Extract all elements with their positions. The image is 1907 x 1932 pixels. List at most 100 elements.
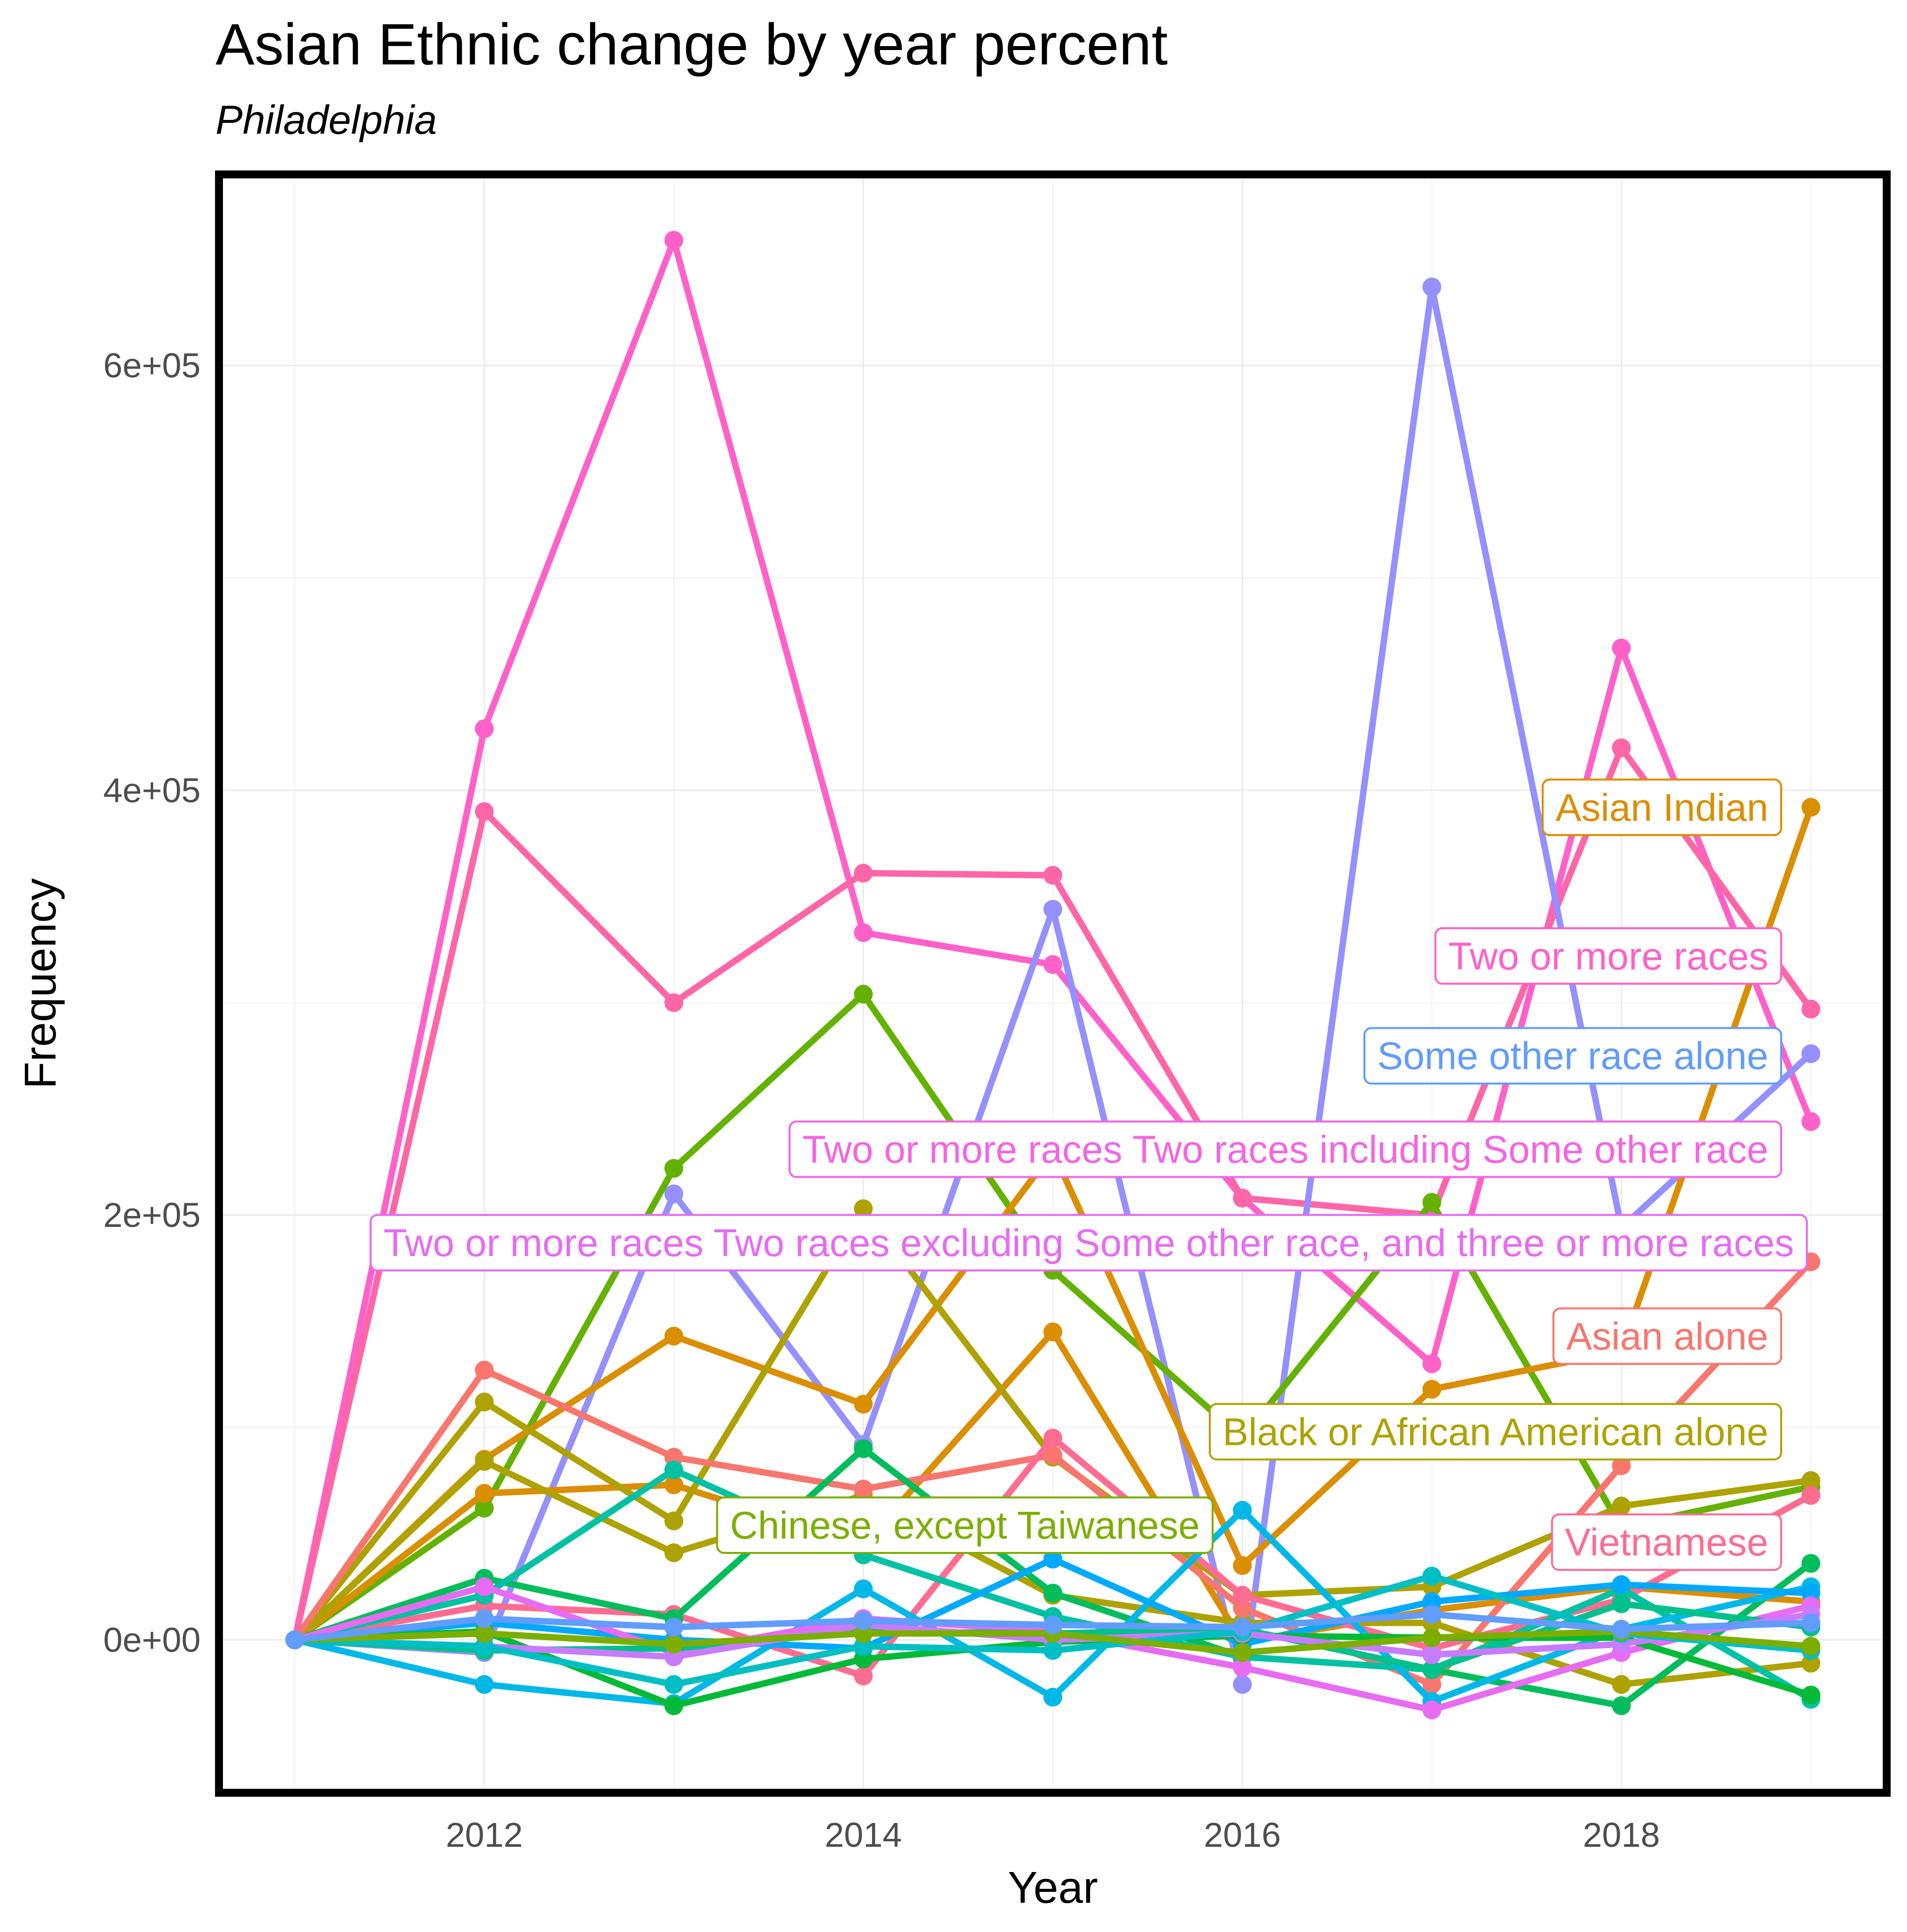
- data-point: [1801, 1613, 1820, 1633]
- annotation-layer: Asian Indian Two or more races Some other …: [370, 778, 1808, 1571]
- data-point: [1422, 1354, 1441, 1374]
- series-label: Asian alone: [1552, 1307, 1782, 1365]
- data-point: [475, 1624, 494, 1643]
- data-point: [1422, 277, 1441, 297]
- data-point: [475, 1484, 494, 1503]
- series-20: [285, 1604, 1820, 1650]
- data-point: [664, 1511, 683, 1531]
- data-point: [285, 1630, 304, 1650]
- data-point: [1422, 1566, 1441, 1586]
- data-point: [1233, 1556, 1252, 1575]
- series-label-text: Some other race alone: [1377, 1034, 1768, 1078]
- series-label: Asian Indian: [1541, 778, 1782, 836]
- data-point: [1043, 1615, 1062, 1635]
- data-point: [854, 1394, 873, 1414]
- data-point: [1233, 1500, 1252, 1520]
- data-point: [854, 1611, 873, 1630]
- data-point: [1612, 1496, 1631, 1516]
- data-point: [475, 1577, 494, 1597]
- data-point: [475, 1675, 494, 1694]
- data-point: [1043, 1429, 1062, 1448]
- data-point: [1422, 1675, 1441, 1694]
- data-point: [1043, 1549, 1062, 1569]
- y-tick-label: 2e+05: [103, 1196, 201, 1234]
- series-label: Two or more races Two races including So…: [788, 1120, 1782, 1178]
- series-label: Two or more races Two races excluding So…: [370, 1214, 1808, 1271]
- series-label: Chinese, except Taiwanese: [716, 1496, 1214, 1554]
- data-point: [1422, 1645, 1441, 1664]
- data-point: [664, 1460, 683, 1480]
- series-label: Black or African American alone: [1208, 1403, 1782, 1461]
- data-point: [1043, 955, 1062, 974]
- data-point: [664, 1184, 683, 1204]
- series-label-text: Two or more races Two races including So…: [803, 1127, 1768, 1171]
- x-axis-label: Year: [1008, 1863, 1098, 1913]
- x-tick-label: 2018: [1583, 1816, 1660, 1854]
- x-tick-label: 2014: [825, 1816, 902, 1854]
- x-tick-label: 2016: [1204, 1816, 1281, 1854]
- data-point: [1233, 1188, 1252, 1208]
- data-point: [1801, 1637, 1820, 1656]
- data-point: [1043, 1445, 1062, 1465]
- data-point: [475, 1452, 494, 1471]
- data-point: [475, 1392, 494, 1412]
- data-point: [1043, 1688, 1062, 1707]
- data-point: [1422, 1700, 1441, 1719]
- series-label-box: [370, 1214, 1808, 1271]
- series-layer: [285, 230, 1820, 1719]
- data-point: [1233, 1586, 1252, 1605]
- data-point: [475, 1609, 494, 1628]
- data-point: [664, 230, 683, 250]
- data-point: [1612, 1619, 1631, 1639]
- data-point: [1233, 1617, 1252, 1637]
- chart-title: Asian Ethnic change by year percent: [216, 12, 1168, 77]
- series-label-box: [1551, 1513, 1782, 1571]
- data-point: [1043, 1322, 1062, 1341]
- x-tick-label: 2012: [446, 1816, 523, 1854]
- series-label-box: [788, 1120, 1782, 1178]
- data-point: [664, 1634, 683, 1654]
- data-point: [854, 1439, 873, 1458]
- data-point: [1612, 1575, 1631, 1594]
- data-point: [1233, 1675, 1252, 1694]
- data-point: [664, 1696, 683, 1715]
- y-axis-label: Frequency: [16, 878, 65, 1089]
- data-point: [1043, 866, 1062, 885]
- series-label-text: Vietnamese: [1565, 1520, 1769, 1564]
- series-label-box: [1434, 927, 1782, 985]
- data-point: [475, 802, 494, 821]
- data-point: [854, 864, 873, 883]
- series-label: Two or more races: [1434, 927, 1782, 985]
- data-point: [1801, 798, 1820, 817]
- y-tick-label: 4e+05: [103, 771, 201, 810]
- data-point: [1043, 1641, 1062, 1660]
- data-point: [475, 1361, 494, 1380]
- data-point: [854, 923, 873, 942]
- data-point: [664, 993, 683, 1012]
- data-point: [1043, 899, 1062, 919]
- series-label-box: [1363, 1027, 1782, 1085]
- data-point: [664, 1543, 683, 1562]
- data-point: [1422, 1660, 1441, 1679]
- chart-subtitle: Philadelphia: [216, 98, 437, 143]
- data-point: [664, 1326, 683, 1346]
- data-point: [664, 1675, 683, 1694]
- series-label: Vietnamese: [1551, 1513, 1782, 1571]
- series-label-text: Asian Indian: [1556, 785, 1768, 829]
- data-point: [1612, 1594, 1631, 1613]
- data-point: [1043, 1584, 1062, 1603]
- data-point: [1612, 638, 1631, 658]
- data-point: [1612, 1456, 1631, 1475]
- series-label-text: Two or more races: [1448, 934, 1768, 978]
- data-point: [1801, 1685, 1820, 1705]
- data-point: [1422, 1193, 1441, 1212]
- series-label: Some other race alone: [1363, 1027, 1782, 1085]
- series-label-box: [1541, 778, 1782, 836]
- data-point: [475, 1498, 494, 1518]
- data-point: [475, 719, 494, 738]
- data-point: [1422, 1604, 1441, 1624]
- series-label-text: Black or African American alone: [1223, 1410, 1768, 1453]
- y-tick-label: 6e+05: [103, 346, 201, 385]
- data-point: [1422, 1380, 1441, 1399]
